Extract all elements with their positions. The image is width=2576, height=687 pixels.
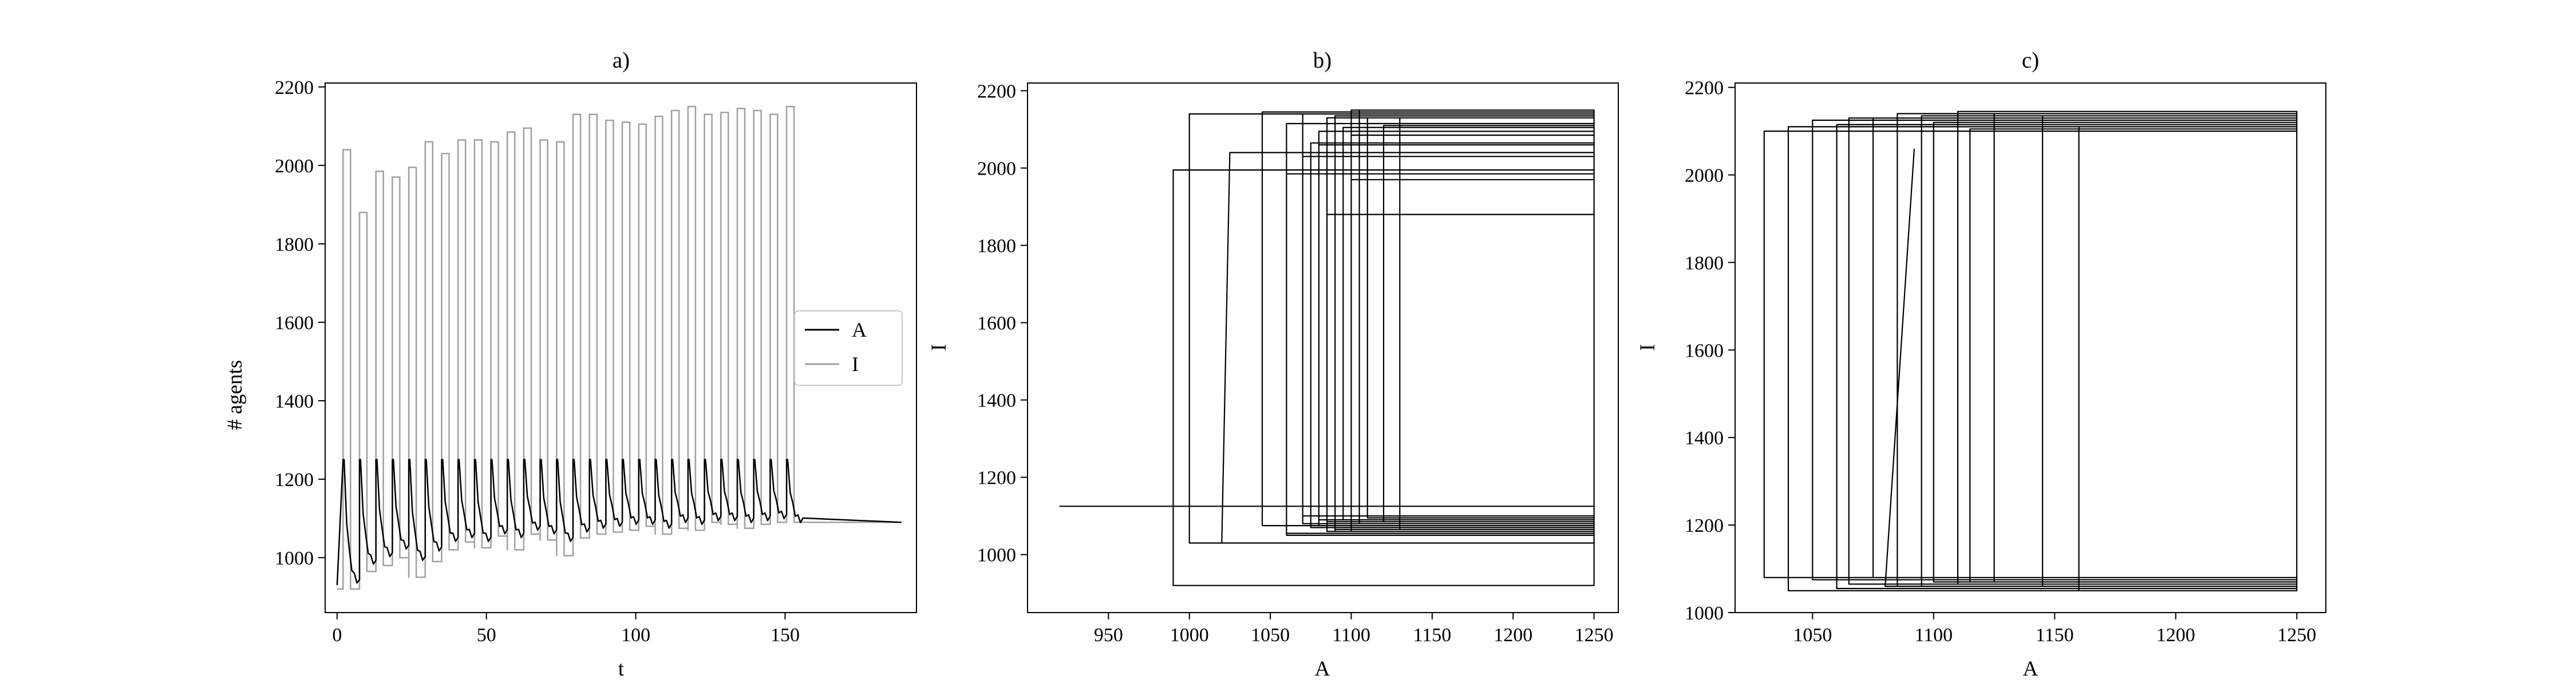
y-tick-label: 1400 [275,391,314,412]
x-tick-label: 1150 [2036,625,2074,646]
legend-label-i: I [852,353,859,376]
panel-b-axes: 950 1000 1050 1100 1150 1200 1250 1000 1200 1400 1… [977,81,1614,646]
y-tick-label: 1000 [275,548,314,569]
y-tick-label: 1600 [1685,340,1724,361]
phase-trajectory-line [1763,110,2298,591]
y-tick-label: 2200 [977,81,1016,102]
phase-trajectory-line [1059,109,1595,586]
panel-b-ylabel: I [927,344,951,351]
x-tick-label: 1000 [1170,625,1209,646]
y-tick-label: 1400 [1685,428,1724,449]
y-tick-label: 2200 [1685,78,1724,99]
y-tick-label: 2200 [275,77,314,98]
panel-c: c) A I 1050 1100 1150 1200 12501000120014001… [1636,48,2326,681]
x-tick-label: 1050 [1251,625,1290,646]
y-tick-label: 1600 [275,313,314,334]
x-tick-label: 1100 [1914,625,1953,646]
y-tick-label: 1000 [977,545,1016,566]
y-tick-label: 1400 [977,390,1016,412]
series-I-line [337,105,899,590]
panel-c-xlabel: A [2023,657,2038,681]
panel-a-ylabel: # agents [223,360,247,430]
x-tick-label: 1200 [2156,625,2195,646]
y-tick-label: 1000 [1685,603,1724,624]
y-tick-label: 1800 [977,236,1016,257]
x-tick-label: 1250 [1575,625,1614,646]
y-tick-label: 1600 [977,313,1016,334]
x-tick-label: 1100 [1332,625,1370,646]
x-tick-label: 150 [771,625,800,646]
panel-a-xlabel: t [618,657,625,681]
panel-b: b) A I 950 1000 1050 1100 1150 1200 1250 1000 12… [927,48,1619,681]
panel-b-xlabel: A [1315,657,1330,681]
x-tick-label: 1200 [1494,625,1532,646]
x-tick-label: 1150 [1413,625,1451,646]
panel-b-frame [1027,82,1619,613]
x-tick-label: 1050 [1793,625,1832,646]
panel-a-frame [325,82,917,613]
x-tick-label: 0 [332,625,342,646]
legend-box [794,310,903,386]
x-tick-label: 50 [477,625,496,646]
panel-c-ylabel: I [1636,344,1660,351]
legend-label-a: A [852,318,867,341]
y-tick-label: 1800 [275,234,314,255]
legend: A I [794,310,903,386]
panel-a-axes: 0 50 100 150 1000 1200 1400 1600 1800 2000 2200 [275,77,800,646]
y-tick-label: 2000 [275,156,314,177]
series-A-line [336,459,902,586]
panel-c-axes: 1050 1100 1150 1200 1250 1000 1200 1400 1600 1800… [1685,78,2316,646]
panel-c-title: c) [2022,48,2039,73]
panel-c-frame [1735,82,2326,613]
y-tick-label: 1800 [1685,252,1724,274]
panel-b-title: b) [1313,48,1332,73]
y-tick-label: 2000 [1685,165,1724,187]
y-tick-label: 1200 [275,469,314,491]
panel-a-title: a) [613,48,630,73]
x-tick-label: 1250 [2277,625,2316,646]
y-tick-label: 1200 [977,468,1016,489]
panel-a: a) t # agents A I 0 50 100 150 1000 1200 1400 1… [223,48,917,681]
y-tick-label: 1200 [1685,515,1724,536]
x-tick-label: 950 [1094,625,1123,646]
y-tick-label: 2000 [977,159,1016,180]
x-tick-label: 100 [621,625,650,646]
